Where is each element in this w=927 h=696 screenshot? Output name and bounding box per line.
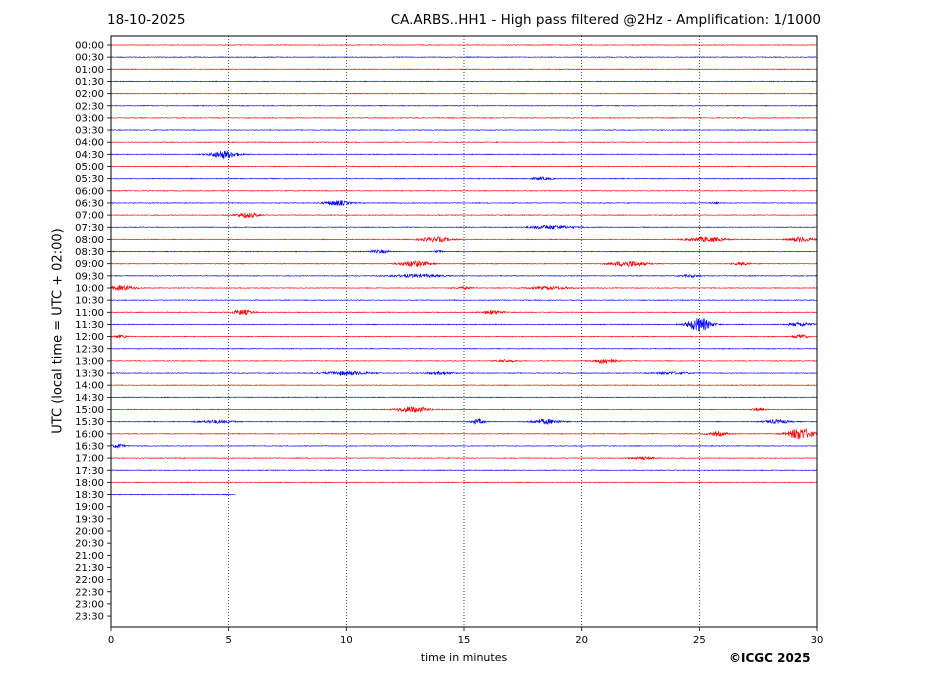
- trace-0600: [110, 189, 818, 192]
- trace-0100: [110, 68, 818, 71]
- trace-1330: [110, 370, 818, 376]
- y-tick-label: 21:30: [75, 563, 104, 574]
- trace-0630: [110, 199, 818, 207]
- trace-0300: [110, 116, 818, 119]
- trace-0900: [110, 260, 818, 268]
- y-tick-label: 13:00: [75, 356, 104, 367]
- x-tick-label: 25: [693, 635, 706, 646]
- y-tick-label: 07:30: [75, 223, 104, 234]
- trace-1630: [110, 443, 817, 449]
- y-tick-label: 05:30: [75, 174, 104, 185]
- y-tick-label: 03:30: [75, 126, 104, 137]
- trace-1730: [110, 469, 818, 472]
- y-tick-label: 22:00: [75, 575, 104, 586]
- y-tick-label: 06:00: [75, 186, 104, 197]
- y-tick-label: 09:00: [75, 259, 104, 270]
- chart-title: CA.ARBS..HH1 - High pass filtered @2Hz -…: [390, 12, 821, 28]
- y-tick-label: 12:00: [75, 332, 104, 343]
- trace-1700: [110, 455, 818, 461]
- trace-1500: [110, 406, 817, 413]
- y-tick-label: 11:00: [75, 308, 104, 319]
- trace-1530: [110, 417, 818, 425]
- trace-0400: [110, 141, 818, 144]
- trace-1300: [110, 358, 818, 365]
- y-tick-label: 16:00: [75, 429, 104, 440]
- y-tick-label: 05:00: [75, 162, 104, 173]
- trace-1200: [111, 333, 818, 339]
- trace-0130: [110, 80, 818, 83]
- trace-0030: [110, 56, 818, 59]
- trace-1130: [110, 318, 818, 332]
- y-tick-label: 15:00: [75, 405, 104, 416]
- trace-0800: [110, 235, 818, 243]
- y-tick-label: 01:30: [75, 77, 104, 88]
- y-tick-label: 19:00: [75, 502, 104, 513]
- y-tick-label: 08:00: [75, 235, 104, 246]
- y-tick-label: 09:30: [75, 271, 104, 282]
- y-tick-label: 15:30: [75, 417, 104, 428]
- trace-0730: [110, 224, 818, 230]
- y-tick-label: 07:00: [75, 211, 104, 222]
- plot-frame: [110, 35, 818, 628]
- x-axis-label: time in minutes: [420, 651, 508, 664]
- y-tick-label: 11:30: [75, 320, 104, 331]
- trace-1430: [110, 396, 818, 399]
- x-tick-label: 10: [340, 635, 353, 646]
- x-tick-label: 30: [811, 635, 824, 646]
- trace-0430: [110, 150, 817, 160]
- trace-1230: [110, 347, 818, 350]
- y-tick-label: 18:00: [75, 478, 104, 489]
- trace-1100: [110, 309, 818, 316]
- y-tick-label: 02:00: [75, 89, 104, 100]
- y-tick-label: 23:30: [75, 612, 104, 623]
- y-tick-label: 02:30: [75, 101, 104, 112]
- y-tick-label: 12:30: [75, 344, 104, 355]
- trace-0200: [110, 92, 818, 95]
- y-tick-label: 13:30: [75, 369, 104, 380]
- x-tick-label: 5: [225, 635, 231, 646]
- y-tick-label: 18:30: [75, 490, 104, 501]
- y-tick-label: 17:30: [75, 466, 104, 477]
- trace-1400: [110, 384, 818, 387]
- y-tick-label: 16:30: [75, 441, 104, 452]
- y-tick-label: 04:00: [75, 138, 104, 149]
- y-tick-label: 19:30: [75, 514, 104, 525]
- trace-1030: [110, 299, 818, 302]
- trace-0330: [110, 129, 818, 131]
- y-tick-label: 00:30: [75, 53, 104, 64]
- y-tick-label: 10:30: [75, 296, 104, 307]
- credit-text: ©ICGC 2025: [729, 651, 811, 665]
- y-tick-label: 20:00: [75, 527, 104, 538]
- y-tick-label: 10:00: [75, 284, 104, 295]
- x-tick-label: 0: [108, 635, 114, 646]
- y-tick-label: 04:30: [75, 150, 104, 161]
- y-tick-label: 08:30: [75, 247, 104, 258]
- trace-1600: [110, 428, 818, 440]
- trace-0500: [110, 165, 818, 168]
- y-tick-label: 06:30: [75, 198, 104, 209]
- trace-0530: [110, 176, 818, 181]
- y-tick-label: 22:30: [75, 587, 104, 598]
- trace-0000: [110, 44, 817, 46]
- trace-0930: [110, 273, 818, 279]
- trace-1830: [110, 493, 236, 496]
- x-tick-label: 15: [458, 635, 471, 646]
- trace-1800: [110, 481, 817, 484]
- y-tick-label: 20:30: [75, 539, 104, 550]
- y-tick-label: 23:00: [75, 599, 104, 610]
- y-tick-label: 01:00: [75, 65, 104, 76]
- y-tick-label: 00:00: [75, 41, 104, 52]
- chart-date: 18-10-2025: [107, 12, 186, 28]
- trace-1000: [110, 284, 818, 291]
- y-tick-label: 14:30: [75, 393, 104, 404]
- trace-0830: [110, 248, 817, 254]
- trace-0700: [110, 211, 817, 219]
- x-tick-label: 20: [575, 635, 588, 646]
- y-tick-label: 14:00: [75, 381, 104, 392]
- y-tick-label: 03:00: [75, 113, 104, 124]
- y-tick-label: 21:00: [75, 551, 104, 562]
- y-tick-label: 17:00: [75, 454, 104, 465]
- trace-0230: [110, 104, 818, 107]
